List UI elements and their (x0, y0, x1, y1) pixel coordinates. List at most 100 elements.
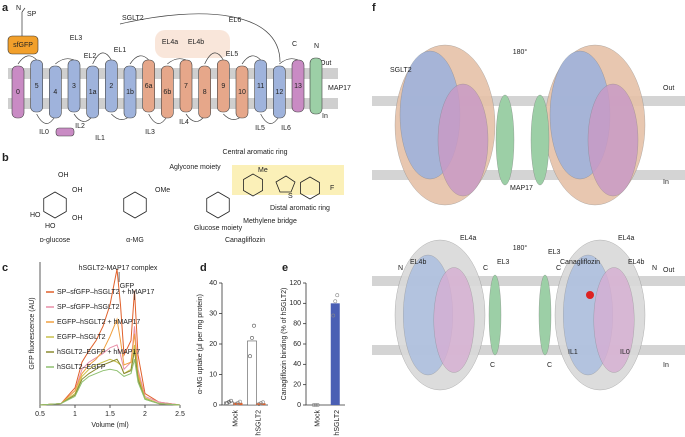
loop-label: IL1 (95, 135, 105, 142)
density (437, 83, 489, 197)
atom-label: S (288, 193, 293, 200)
label: SGLT2 (390, 67, 412, 74)
aglycone-highlight (232, 165, 344, 195)
loop-label: IL4 (179, 119, 189, 126)
loop (129, 55, 149, 65)
y-axis-label: α-MG uptake (μl per mg protein) (197, 294, 204, 394)
helix-label: 11 (257, 83, 264, 90)
structure-label: IL1 (568, 349, 578, 356)
y-tick-label: 40 (293, 361, 301, 368)
y-tick-label: 120 (289, 280, 301, 287)
y-tick-label: 20 (293, 382, 301, 389)
structure-label: C (547, 362, 552, 369)
structure-label: N (652, 265, 657, 272)
annotation: Central aromatic ring (223, 149, 288, 156)
helix (291, 59, 305, 113)
y-tick-label: 80 (293, 321, 301, 328)
structure-label: EL3 (548, 249, 561, 256)
y-tick-label: 30 (209, 310, 217, 317)
annotation: Glucose moiety (194, 225, 243, 232)
helix-label: 1a (89, 89, 97, 96)
map17-helix (309, 57, 323, 115)
x-tick-label: 0.5 (35, 411, 45, 418)
y-tick-label: 60 (293, 341, 301, 348)
loop-label: IL6 (281, 125, 291, 132)
trace (39, 344, 181, 406)
helix-label: 1b (126, 89, 134, 96)
data-point (227, 400, 231, 404)
x-tick-label: Mock (315, 410, 322, 427)
data-point (313, 403, 318, 407)
helix-label: 3 (72, 83, 76, 90)
panel-label: d (200, 262, 207, 274)
atom-label: Me (258, 167, 268, 174)
label: sfGFP (13, 42, 33, 49)
atom-label: OMe (155, 187, 170, 194)
bar (256, 403, 266, 405)
structure-label: EL4a (460, 235, 476, 242)
ring (300, 176, 320, 200)
panel-label: e (282, 262, 288, 274)
x-tick-label: 1.5 (105, 411, 115, 418)
loop (92, 52, 112, 65)
density (488, 274, 502, 356)
x-tick-label: 2 (143, 411, 147, 418)
density (433, 267, 475, 373)
loop (167, 58, 187, 65)
molecule-name: α-MG (126, 237, 144, 244)
f-membrane (372, 345, 685, 355)
helix (142, 59, 155, 113)
data-point (335, 293, 340, 298)
helix-label: 0 (16, 89, 20, 96)
data-point (315, 403, 320, 407)
trace (39, 359, 181, 406)
density (495, 94, 515, 186)
data-point (261, 400, 265, 405)
data-point (238, 399, 242, 404)
loop-label: EL4a (162, 39, 178, 46)
il0-helix (55, 127, 75, 137)
axes (221, 283, 268, 406)
helix (49, 65, 62, 119)
annotation: hSGLT2-MAP17 complex (79, 265, 158, 272)
helix-label: 12 (275, 89, 283, 96)
bar (233, 402, 243, 405)
bar (247, 340, 257, 406)
f-membrane (372, 96, 685, 106)
y-axis-label: GFP fluorescence (AU) (29, 297, 36, 369)
trace (39, 326, 181, 406)
bar (330, 303, 340, 405)
panel-label: c (2, 262, 8, 274)
helix-label: 6b (163, 89, 171, 96)
label: In (663, 362, 669, 369)
helix (123, 65, 137, 119)
helix (105, 59, 118, 113)
data-point (259, 401, 263, 406)
data-point (236, 400, 240, 405)
loop-label: EL3 (70, 35, 83, 42)
label: b (2, 152, 9, 164)
data-point (225, 401, 229, 406)
label: SGLT2 (122, 15, 144, 22)
trace (39, 350, 181, 406)
helix (198, 65, 211, 119)
loop (36, 113, 56, 124)
rotation-label: 180° (513, 244, 528, 252)
helix-label: 9 (221, 83, 225, 90)
loop-label: IL3 (145, 129, 155, 136)
loop (148, 113, 168, 124)
helix (161, 65, 174, 119)
data-point (333, 299, 338, 304)
data-point (250, 335, 254, 340)
helix-label: 2 (109, 83, 113, 90)
label: Out (663, 85, 674, 92)
structure-label: IL0 (620, 349, 630, 356)
data-point (257, 402, 261, 406)
x-tick-label: 1 (73, 411, 77, 418)
f-membrane (372, 276, 685, 286)
loop-label: EL1 (114, 47, 127, 54)
helix (273, 65, 286, 119)
density (530, 94, 550, 186)
helix (86, 65, 99, 119)
x-tick-label: hSGLT2 (334, 410, 341, 436)
